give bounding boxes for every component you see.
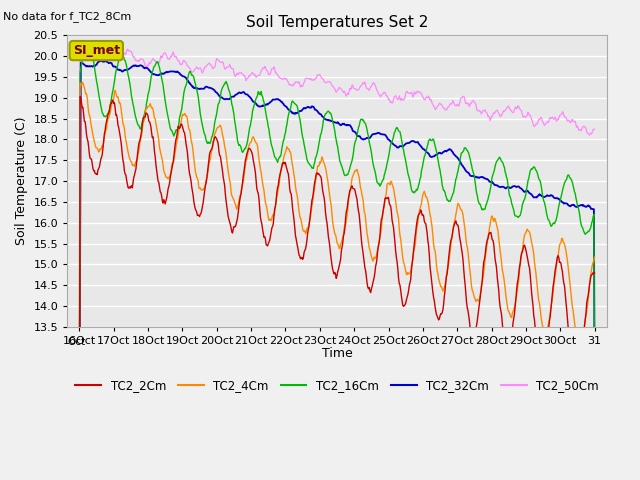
Legend: TC2_2Cm, TC2_4Cm, TC2_16Cm, TC2_32Cm, TC2_50Cm: TC2_2Cm, TC2_4Cm, TC2_16Cm, TC2_32Cm, TC… [70, 374, 604, 396]
TC2_50Cm [591, 126, 598, 132]
TC2_32Cm [431, 154, 438, 159]
TC2_2Cm [431, 298, 438, 304]
TC2_16Cm [544, 216, 552, 222]
TC2_16Cm [330, 121, 337, 127]
Line: TC2_16Cm: TC2_16Cm [79, 42, 595, 437]
TC2_4Cm [591, 254, 598, 260]
TC2_32Cm [591, 377, 598, 383]
TC2_50Cm [76, 467, 83, 473]
TC2_16Cm [431, 140, 438, 145]
TC2_50Cm [330, 84, 337, 90]
Line: TC2_4Cm: TC2_4Cm [79, 83, 595, 480]
Line: TC2_2Cm: TC2_2Cm [79, 96, 595, 480]
TC2_50Cm [211, 62, 219, 68]
Text: SI_met: SI_met [73, 44, 120, 57]
TC2_50Cm [116, 43, 124, 48]
TC2_4Cm [189, 150, 197, 156]
TC2_2Cm [76, 94, 84, 99]
TC2_50Cm [380, 90, 387, 96]
TC2_4Cm [78, 80, 86, 85]
TC2_32Cm [96, 58, 104, 63]
TC2_2Cm [189, 192, 197, 198]
TC2_16Cm [380, 177, 387, 182]
TC2_4Cm [431, 246, 438, 252]
Text: No data for f_TC2_8Cm: No data for f_TC2_8Cm [3, 11, 131, 22]
TC2_50Cm [431, 104, 438, 110]
X-axis label: Time: Time [322, 347, 353, 360]
TC2_32Cm [211, 89, 219, 95]
TC2_2Cm [330, 269, 337, 275]
TC2_16Cm [76, 343, 83, 349]
TC2_16Cm [591, 434, 598, 440]
TC2_32Cm [380, 132, 387, 137]
Title: Soil Temperatures Set 2: Soil Temperatures Set 2 [246, 15, 428, 30]
Line: TC2_50Cm: TC2_50Cm [79, 46, 595, 470]
TC2_4Cm [544, 323, 552, 329]
TC2_32Cm [189, 84, 197, 90]
TC2_2Cm [380, 205, 387, 211]
Y-axis label: Soil Temperature (C): Soil Temperature (C) [15, 117, 28, 245]
TC2_32Cm [76, 473, 83, 479]
Line: TC2_32Cm: TC2_32Cm [79, 60, 595, 476]
Text: Oct: Oct [67, 337, 86, 347]
TC2_4Cm [330, 224, 337, 229]
TC2_32Cm [330, 119, 337, 125]
TC2_2Cm [591, 270, 598, 276]
TC2_2Cm [544, 330, 552, 336]
TC2_16Cm [83, 39, 91, 45]
TC2_2Cm [211, 134, 219, 140]
TC2_4Cm [380, 207, 387, 213]
TC2_32Cm [544, 193, 552, 199]
TC2_4Cm [211, 130, 219, 135]
TC2_16Cm [189, 73, 197, 79]
TC2_50Cm [544, 120, 552, 125]
TC2_16Cm [211, 117, 219, 122]
TC2_50Cm [189, 69, 197, 75]
